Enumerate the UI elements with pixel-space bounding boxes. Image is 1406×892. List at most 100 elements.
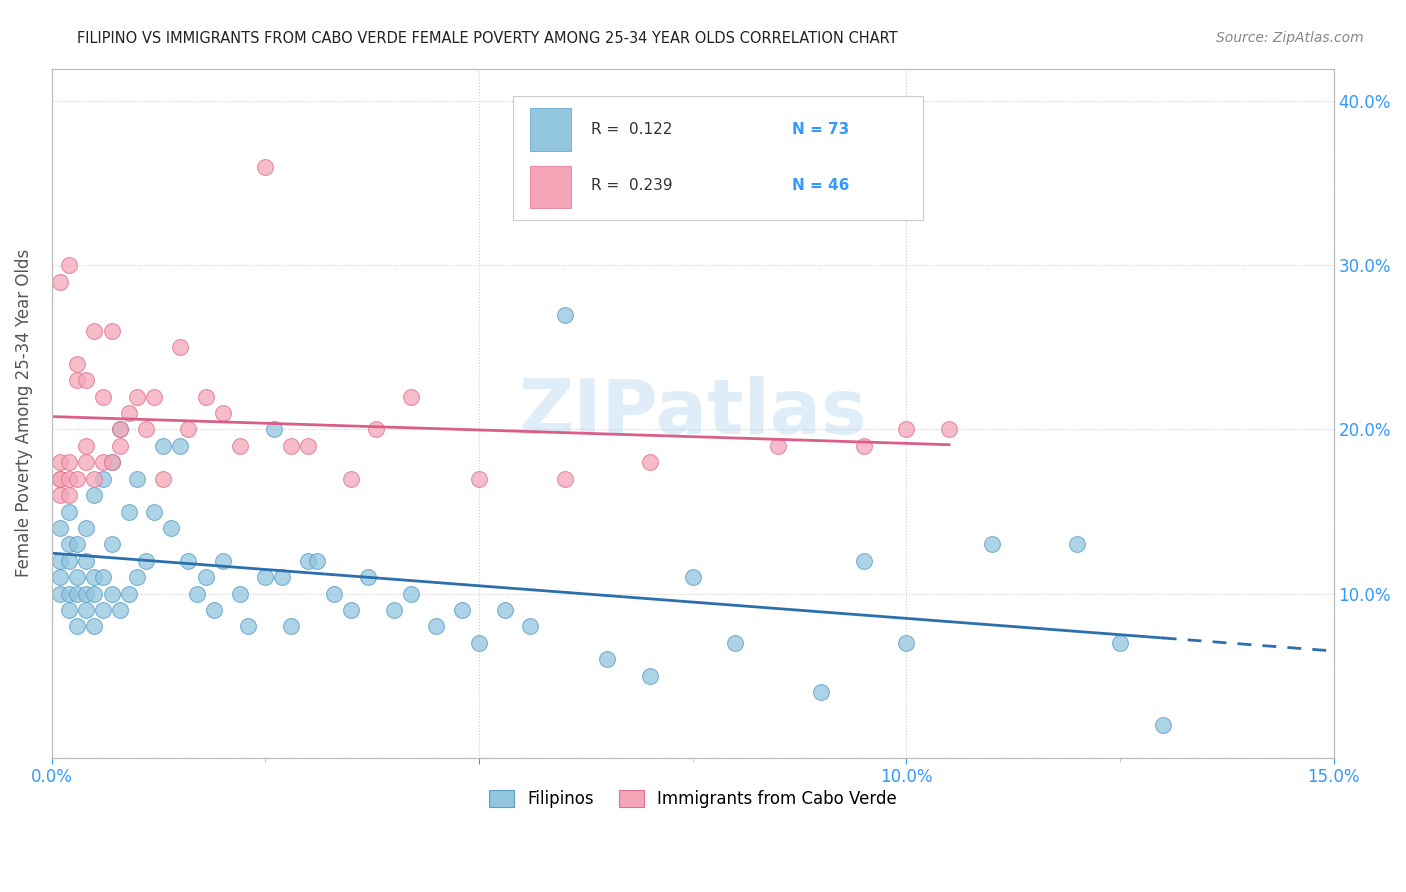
Point (66, 357, 89, 371)
Point (108, 422, 131, 436)
Point (382, 603, 405, 617)
Point (305, 554, 328, 568)
Point (58, 586, 80, 600)
Point (83, 586, 105, 600)
Point (169, 341, 191, 355)
Point (254, 570, 277, 584)
Point (638, 668, 661, 682)
Point (49, 554, 72, 568)
Point (100, 324, 122, 338)
Point (143, 390, 166, 404)
Point (75, 521, 97, 535)
Point (596, 652, 619, 666)
Point (553, 472, 575, 486)
Point (494, 603, 516, 617)
Point (896, 636, 918, 650)
Point (135, 554, 157, 568)
Point (160, 521, 183, 535)
Point (399, 586, 422, 600)
Point (724, 636, 747, 650)
Point (100, 586, 122, 600)
Text: Source: ZipAtlas.com: Source: ZipAtlas.com (1216, 31, 1364, 45)
Point (127, 472, 149, 486)
Point (100, 455, 122, 469)
Point (49, 586, 72, 600)
Point (58, 554, 80, 568)
Point (118, 406, 141, 420)
Point (297, 554, 319, 568)
Point (127, 390, 149, 404)
Point (75, 455, 97, 469)
Point (75, 586, 97, 600)
Point (58, 455, 80, 469)
Point (553, 308, 575, 322)
Point (100, 537, 122, 551)
Point (66, 373, 89, 387)
Point (810, 685, 832, 699)
Point (211, 406, 233, 420)
Point (108, 603, 131, 617)
Point (58, 259, 80, 273)
Point (75, 554, 97, 568)
Point (127, 570, 149, 584)
Point (896, 422, 918, 436)
Point (468, 472, 491, 486)
Point (271, 570, 294, 584)
Point (66, 619, 89, 633)
Point (66, 472, 89, 486)
Point (152, 439, 174, 453)
Point (980, 537, 1002, 551)
Point (297, 439, 319, 453)
Point (91, 472, 114, 486)
Point (211, 554, 233, 568)
Point (66, 570, 89, 584)
Point (229, 439, 252, 453)
Text: FILIPINO VS IMMIGRANTS FROM CABO VERDE FEMALE POVERTY AMONG 25-34 YEAR OLDS CORR: FILIPINO VS IMMIGRANTS FROM CABO VERDE F… (77, 31, 898, 46)
Point (91, 455, 114, 469)
Point (519, 619, 541, 633)
Point (169, 439, 191, 453)
Point (852, 439, 875, 453)
Point (229, 586, 252, 600)
Point (638, 455, 661, 469)
Legend: Filipinos, Immigrants from Cabo Verde: Filipinos, Immigrants from Cabo Verde (482, 783, 904, 814)
Point (1152, 718, 1174, 732)
Point (766, 439, 789, 453)
Point (1066, 537, 1088, 551)
Point (135, 422, 157, 436)
Point (58, 603, 80, 617)
Point (280, 619, 302, 633)
Point (938, 422, 960, 436)
Point (83, 570, 105, 584)
Point (49, 488, 72, 502)
Point (83, 619, 105, 633)
Point (58, 472, 80, 486)
Point (468, 636, 491, 650)
Point (399, 390, 422, 404)
Point (238, 619, 260, 633)
Point (1109, 636, 1132, 650)
Point (66, 586, 89, 600)
Point (49, 472, 72, 486)
Point (58, 537, 80, 551)
Point (118, 586, 141, 600)
Point (254, 160, 277, 174)
Point (49, 521, 72, 535)
Point (49, 275, 72, 289)
Point (75, 439, 97, 453)
Point (83, 472, 105, 486)
Point (108, 422, 131, 436)
Point (202, 603, 225, 617)
Text: ZIPatlas: ZIPatlas (519, 376, 868, 450)
Y-axis label: Female Poverty Among 25-34 Year Olds: Female Poverty Among 25-34 Year Olds (15, 249, 32, 577)
Point (91, 603, 114, 617)
Point (108, 439, 131, 453)
Point (58, 504, 80, 518)
Point (49, 472, 72, 486)
Point (49, 455, 72, 469)
Point (152, 472, 174, 486)
Point (75, 603, 97, 617)
Point (177, 554, 200, 568)
Point (91, 570, 114, 584)
Point (143, 504, 166, 518)
